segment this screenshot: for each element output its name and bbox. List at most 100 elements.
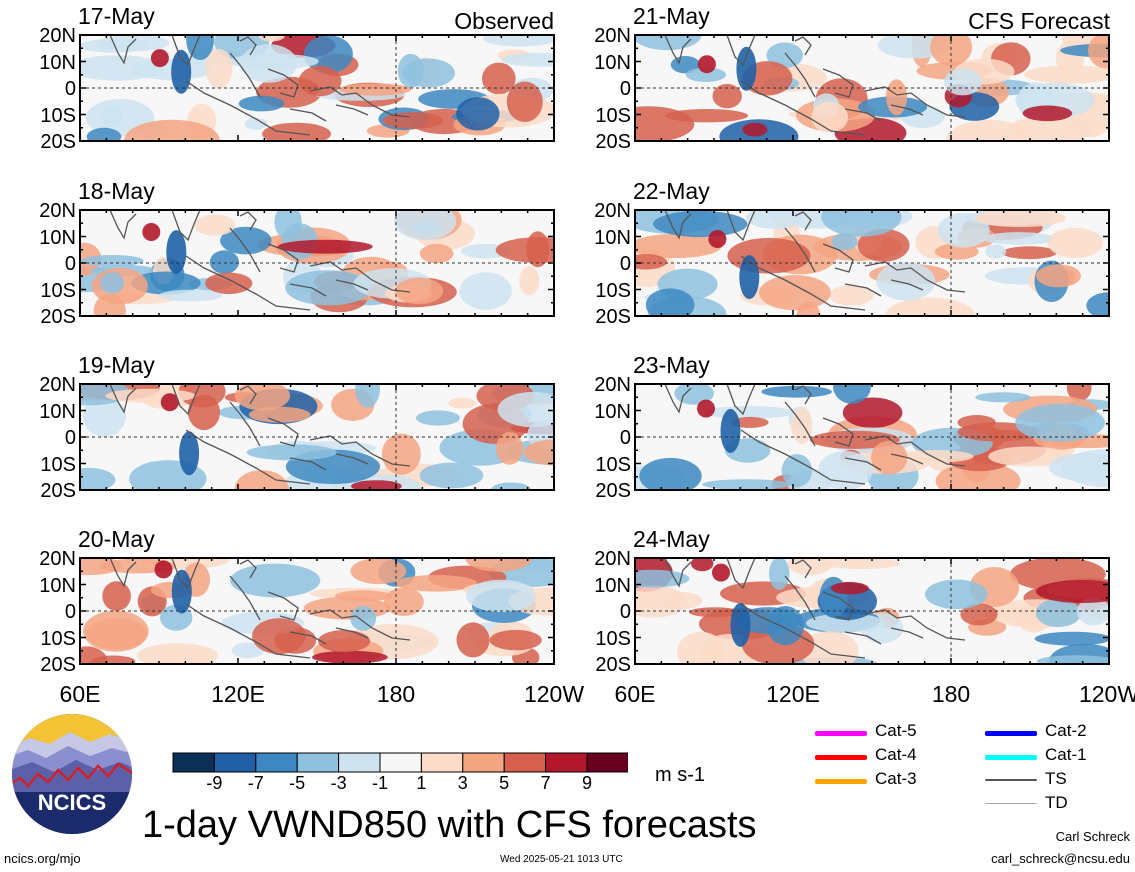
anomaly-contour [781, 454, 813, 488]
coastline [109, 34, 137, 65]
anomaly-contour [234, 383, 291, 411]
anomaly-contour [937, 213, 990, 248]
author-email[interactable]: carl_schreck@ncsu.edu [991, 851, 1130, 866]
anomaly-core [150, 49, 169, 68]
anomaly-contour [277, 239, 373, 254]
anomaly-contour [800, 631, 859, 665]
anomaly-contour [355, 383, 380, 408]
panel-map [79, 557, 555, 665]
colorbar [172, 752, 628, 773]
coastline [822, 417, 854, 447]
lat-label: 0 [64, 78, 76, 100]
anomaly-contour [234, 470, 289, 491]
panel-date-20-may: 20-May [78, 526, 155, 552]
anomaly-contour [634, 233, 722, 259]
anomaly-contour [252, 618, 306, 655]
coastline [171, 34, 201, 67]
anomaly-core [166, 230, 187, 275]
anomaly-contour [395, 575, 478, 592]
anomaly-contour [101, 104, 122, 127]
lat-label: 0 [619, 601, 631, 623]
legend-line-ts [985, 779, 1037, 781]
figure-title: 1-day VWND850 with CFS forecasts [142, 804, 757, 846]
anomaly-contour [821, 558, 901, 569]
colorbar-tick-label: -1 [371, 773, 388, 793]
panel-map [634, 34, 1110, 142]
anomaly-contour [831, 233, 858, 251]
coastline [109, 383, 137, 414]
coastline [844, 631, 882, 645]
anomaly-contour [519, 266, 540, 296]
legend-line-cat-3 [815, 779, 867, 784]
legend-line-cat-5 [815, 731, 867, 736]
anomaly-core [739, 255, 760, 300]
anomaly-core [730, 602, 751, 647]
coastline [335, 104, 369, 116]
anomaly-contour [691, 557, 714, 572]
coastline [844, 283, 882, 297]
anomaly-contour [246, 444, 337, 461]
coastline [664, 557, 692, 588]
anomaly-contour [761, 385, 832, 398]
panel-date-19-may: 19-May [78, 352, 155, 378]
coastline [335, 453, 369, 465]
legend-label-cat-4: Cat-4 [875, 745, 917, 764]
anomaly-core [160, 393, 179, 412]
anomaly-contour [79, 55, 164, 81]
author: Carl Schreck [1055, 829, 1130, 844]
coastline [109, 557, 137, 588]
legend-label-cat-2: Cat-2 [1045, 721, 1087, 740]
panel-map [79, 209, 555, 317]
anomaly-contour [419, 243, 454, 264]
lon-label: 120E [766, 681, 820, 707]
lat-label: 10S [40, 104, 76, 127]
legend-line-cat-2 [985, 731, 1037, 736]
coastline [740, 80, 866, 136]
lon-label: 180 [931, 681, 971, 707]
anomaly-contour [731, 416, 769, 428]
colorbar-box [420, 752, 464, 773]
coastline [185, 255, 311, 311]
lat-label: 10S [595, 279, 631, 302]
anomaly-contour [677, 631, 725, 665]
anomaly-contour [645, 288, 695, 317]
lat-label: 20N [594, 374, 631, 396]
anomaly-contour [934, 243, 979, 260]
lat-label: 20S [595, 480, 631, 502]
anomaly-contour [131, 271, 201, 295]
lon-label: 60E [59, 681, 101, 707]
anomaly-contour [394, 209, 457, 241]
anomaly-contour [769, 557, 790, 590]
colorbar-box [255, 752, 298, 773]
coastline [664, 209, 692, 240]
anomaly-core [171, 49, 192, 94]
coastline [844, 108, 882, 122]
anomaly-contour [523, 439, 555, 466]
anomaly-contour [766, 606, 804, 646]
anomaly-contour [925, 579, 988, 610]
anomaly-contour [811, 101, 848, 133]
anomaly-core [708, 230, 727, 248]
anomaly-contour [506, 81, 543, 123]
site-link[interactable]: ncics.org/mjo [4, 851, 81, 866]
coastline [740, 429, 866, 485]
coastline [309, 609, 411, 641]
anomaly-contour [496, 432, 523, 465]
anomaly-contour [419, 462, 484, 489]
coastline [864, 609, 966, 641]
anomaly-contour [194, 214, 236, 236]
anomaly-contour [501, 52, 555, 67]
lat-label: 20N [594, 200, 631, 222]
anomaly-contour [857, 228, 910, 262]
anomaly-contour [742, 122, 768, 137]
coastline [267, 417, 299, 447]
anomaly-contour [495, 237, 555, 263]
coastline [822, 68, 854, 98]
anomaly-contour [334, 590, 392, 602]
anomaly-contour [1047, 227, 1104, 259]
anomaly-contour [240, 44, 298, 83]
coastline [890, 279, 924, 291]
coastline [864, 261, 966, 293]
colorbar-tick-label: 5 [499, 773, 510, 793]
coastline [239, 385, 257, 405]
